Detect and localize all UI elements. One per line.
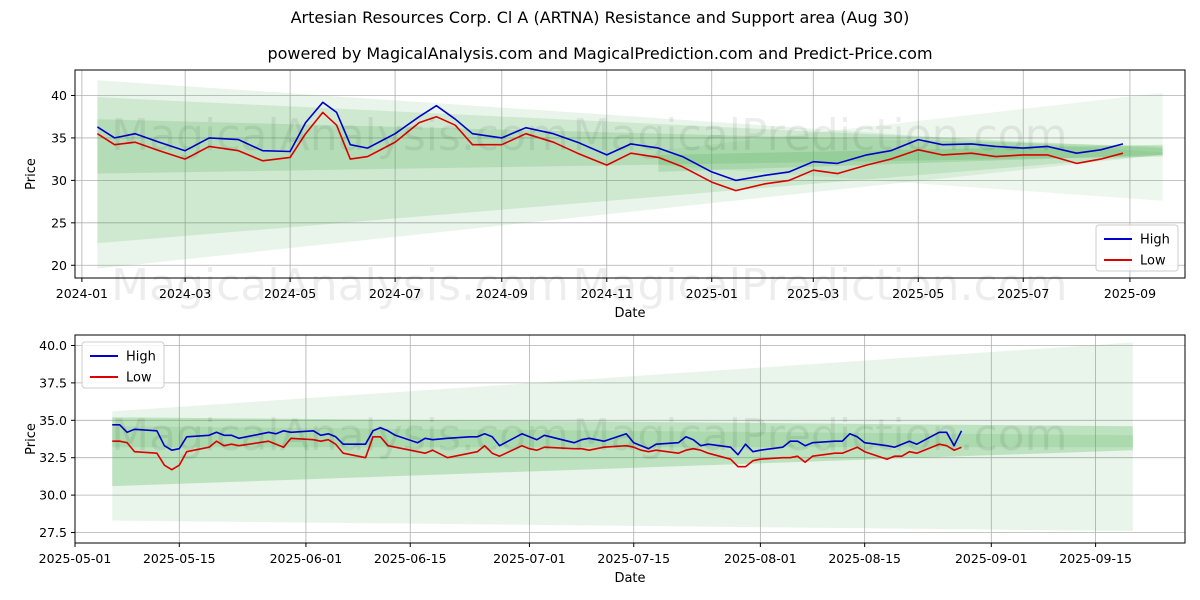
y-axis-label: Price bbox=[24, 158, 39, 190]
x-tick-label: 2025-08-15 bbox=[828, 551, 901, 566]
top-chart-panel: MagicalAnalysis.com MagicalPrediction.com… bbox=[24, 69, 1186, 321]
watermark-text: MagicalAnalysis.com bbox=[111, 110, 569, 161]
watermark-text: MagicalPrediction.com bbox=[573, 110, 1068, 161]
plot-frame bbox=[74, 69, 1186, 279]
chart-legend: High Low bbox=[1095, 224, 1179, 272]
legend-label-high: High bbox=[126, 350, 156, 365]
watermark-text: MagicalPrediction.com bbox=[573, 260, 1068, 311]
x-tick-label: 2024-05 bbox=[264, 286, 316, 301]
y-tick-label: 25 bbox=[51, 215, 67, 230]
x-tick-label: 2025-01 bbox=[686, 286, 738, 301]
x-tick-label: 2025-05 bbox=[892, 286, 944, 301]
support-resistance-band bbox=[97, 80, 1163, 269]
x-tick-label: 2025-07-01 bbox=[493, 551, 566, 566]
x-tick-label: 2025-09-01 bbox=[955, 551, 1028, 566]
x-tick-label: 2024-01 bbox=[56, 286, 108, 301]
x-tick-label: 2024-03 bbox=[159, 286, 211, 301]
x-tick-label: 2025-07 bbox=[997, 286, 1049, 301]
y-tick-label: 37.5 bbox=[39, 375, 67, 390]
high-price-line bbox=[96, 101, 1124, 182]
y-tick-label: 20 bbox=[51, 258, 67, 273]
x-tick-label: 2025-05-01 bbox=[39, 551, 112, 566]
low-price-line bbox=[96, 111, 1124, 192]
x-tick-label: 2024-11 bbox=[581, 286, 633, 301]
support-resistance-band bbox=[658, 92, 1163, 201]
legend-label-low: Low bbox=[1140, 254, 1166, 269]
y-axis-label: Price bbox=[24, 423, 39, 455]
support-resistance-band bbox=[97, 97, 1163, 244]
y-tick-label: 40 bbox=[51, 88, 67, 103]
y-tick-label: 30.0 bbox=[39, 488, 67, 503]
x-tick-label: 2025-03 bbox=[787, 286, 839, 301]
x-axis-label: Date bbox=[614, 306, 645, 321]
x-tick-label: 2025-09-15 bbox=[1059, 551, 1132, 566]
legend-label-low: Low bbox=[126, 371, 152, 386]
x-tick-label: 2025-08-01 bbox=[724, 551, 797, 566]
x-tick-label: 2025-06-01 bbox=[270, 551, 343, 566]
x-tick-label: 2025-05-15 bbox=[143, 551, 216, 566]
watermark-text: MagicalAnalysis.com bbox=[111, 410, 569, 461]
bottom-chart-panel: MagicalAnalysis.com MagicalPrediction.com… bbox=[24, 334, 1186, 586]
plot-area bbox=[96, 80, 1163, 269]
figure-title: Artesian Resources Corp. Cl A (ARTNA) Re… bbox=[290, 8, 910, 27]
x-axis-label: Date bbox=[614, 571, 645, 586]
plot-area bbox=[112, 342, 1133, 532]
watermark-text: MagicalAnalysis.com bbox=[111, 260, 569, 311]
x-tick-label: 2025-07-15 bbox=[597, 551, 670, 566]
x-tick-label: 2025-09 bbox=[1104, 286, 1156, 301]
x-tick-label: 2024-07 bbox=[369, 286, 421, 301]
y-tick-label: 27.5 bbox=[39, 525, 67, 540]
support-resistance-band bbox=[658, 144, 1163, 172]
support-resistance-band bbox=[112, 342, 1133, 532]
chart-legend: High Low bbox=[81, 341, 165, 389]
y-tick-label: 35 bbox=[51, 130, 67, 145]
support-resistance-band bbox=[112, 417, 1133, 487]
plot-frame bbox=[74, 334, 1186, 544]
x-tick-label: 2025-06-15 bbox=[374, 551, 447, 566]
support-resistance-band bbox=[97, 119, 1163, 174]
y-tick-label: 35.0 bbox=[39, 413, 67, 428]
high-price-line bbox=[112, 424, 963, 456]
y-tick-label: 30 bbox=[51, 173, 67, 188]
figure-subtitle: powered by MagicalAnalysis.com and Magic… bbox=[267, 44, 933, 63]
legend-label-high: High bbox=[1140, 233, 1170, 248]
y-tick-label: 40.0 bbox=[39, 338, 67, 353]
low-price-line bbox=[112, 436, 962, 471]
y-tick-label: 32.5 bbox=[39, 450, 67, 465]
x-tick-label: 2024-09 bbox=[476, 286, 528, 301]
watermark-text: MagicalPrediction.com bbox=[573, 410, 1068, 461]
